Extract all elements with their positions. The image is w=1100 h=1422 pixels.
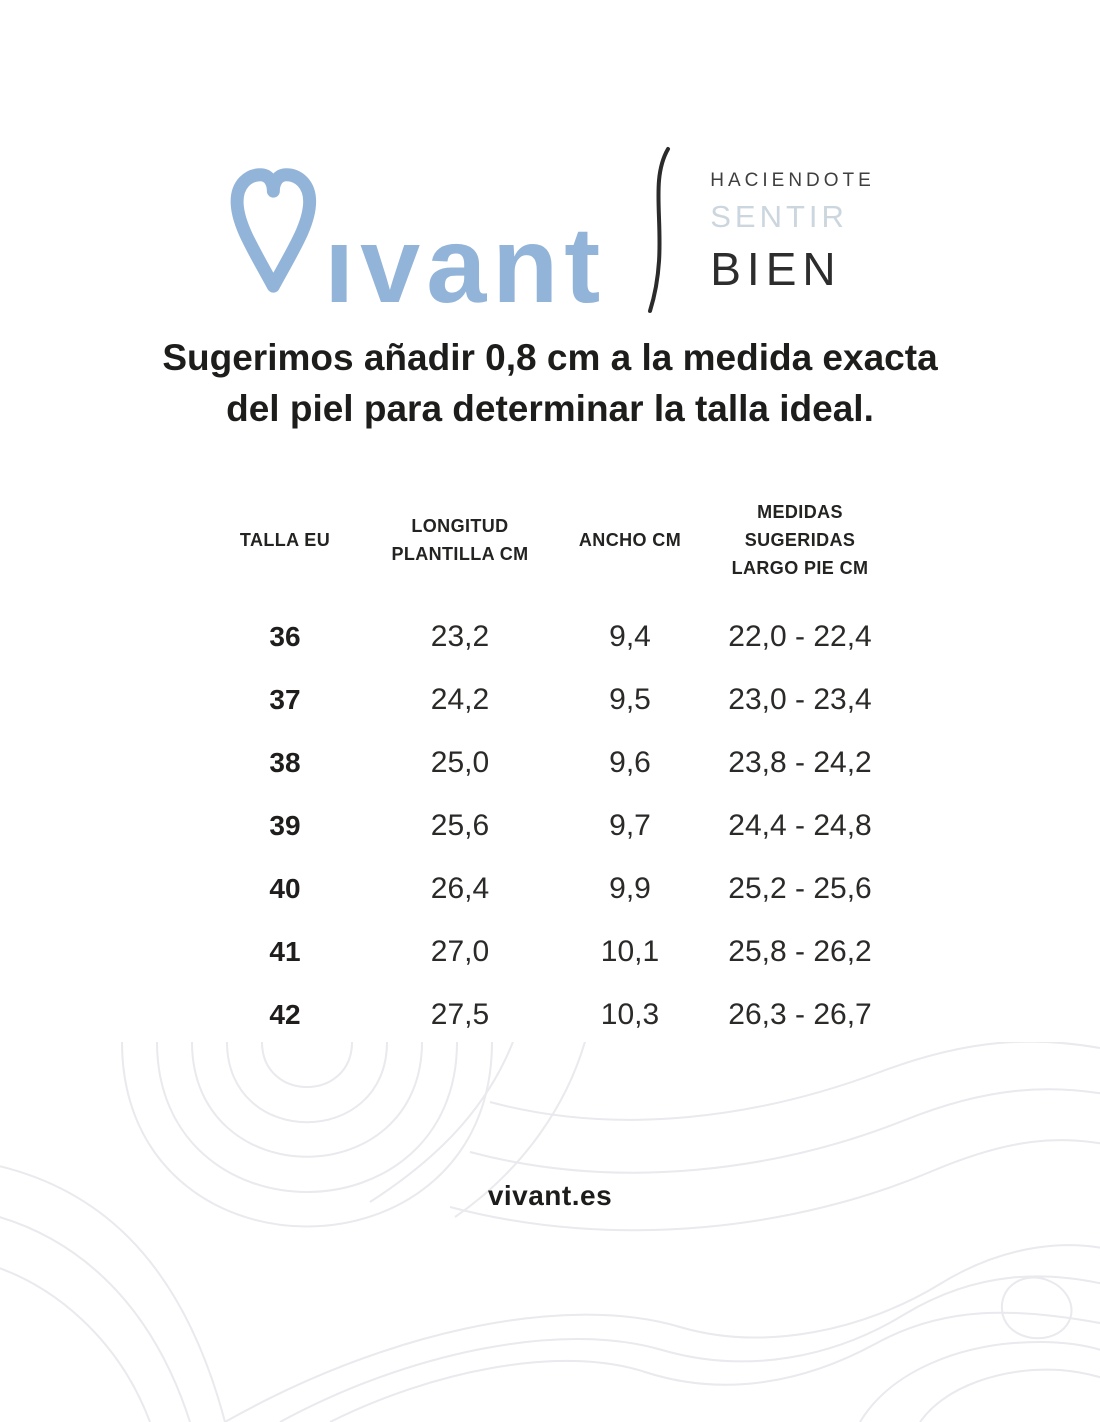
- cell-medidas: 26,3 - 26,7: [728, 997, 872, 1031]
- page-title-line-1: Sugerimos añadir 0,8 cm a la medida exac…: [162, 337, 938, 378]
- heart-v-icon: [230, 168, 317, 293]
- cell-longitud: 23,2: [430, 619, 490, 653]
- topographic-pattern-background: [0, 1042, 1100, 1422]
- cell-medidas: 22,0 - 22,4: [728, 619, 872, 653]
- brand-header: ıvant HACIENDOTE SENTIR BIEN: [0, 145, 1100, 319]
- cell-talla: 39: [269, 809, 301, 841]
- cell-talla: 36: [269, 620, 301, 652]
- brand-wordmark-text: ıvant: [324, 204, 607, 325]
- cell-longitud: 25,6: [430, 808, 490, 842]
- curved-divider-icon: [648, 147, 671, 313]
- brand-tagline: HACIENDOTE SENTIR BIEN: [710, 164, 875, 296]
- table-row: 38 25,0 9,6 23,8 - 24,2: [205, 731, 895, 794]
- cell-medidas: 25,8 - 26,2: [728, 934, 872, 968]
- page-title-line-2: del piel para determinar la talla ideal.: [226, 388, 874, 430]
- footer: vivant.es: [0, 1180, 1100, 1212]
- cell-medidas: 23,8 - 24,2: [728, 745, 872, 779]
- cell-ancho: 9,5: [609, 682, 651, 716]
- cell-longitud: 26,4: [430, 871, 490, 905]
- cell-ancho: 9,4: [609, 619, 651, 653]
- table-row: 40 26,4 9,9 25,2 - 25,6: [205, 857, 895, 920]
- size-table-body: 36 23,2 9,4 22,0 - 22,4 37 24,2 9,5 23,0…: [205, 605, 895, 1046]
- tagline-line-bien: BIEN: [710, 243, 842, 295]
- cell-ancho: 10,3: [600, 997, 660, 1031]
- cell-longitud: 24,2: [430, 682, 490, 716]
- tagline-line-sentir: SENTIR: [710, 199, 848, 234]
- cell-ancho: 9,9: [609, 871, 651, 905]
- cell-longitud: 27,0: [430, 934, 490, 968]
- size-table-header-row: TALLA EU LONGITUD PLANTILLA CM ANCHO CM …: [205, 495, 895, 587]
- tagline-line-haciendote: HACIENDOTE: [710, 170, 875, 191]
- cell-medidas: 25,2 - 25,6: [728, 871, 872, 905]
- vivant-logo: ıvant: [225, 155, 606, 319]
- cell-talla: 37: [269, 683, 301, 715]
- table-header-medidas: MEDIDAS SUGERIDAS LARGO PIE CM: [731, 502, 869, 578]
- table-header-longitud: LONGITUD PLANTILLA CM: [391, 516, 529, 564]
- cell-medidas: 23,0 - 23,4: [728, 682, 872, 716]
- cell-talla: 38: [269, 746, 301, 778]
- size-table: TALLA EU LONGITUD PLANTILLA CM ANCHO CM …: [205, 495, 895, 1046]
- cell-longitud: 25,0: [430, 745, 490, 779]
- page-title: Sugerimos añadir 0,8 cm a la medida exac…: [0, 332, 1100, 434]
- cell-talla: 42: [269, 998, 301, 1030]
- table-row: 37 24,2 9,5 23,0 - 23,4: [205, 668, 895, 731]
- cell-talla: 40: [269, 872, 301, 904]
- cell-ancho: 9,7: [609, 808, 651, 842]
- table-row: 41 27,0 10,1 25,8 - 26,2: [205, 920, 895, 983]
- website-text: vivant.es: [487, 1180, 613, 1211]
- table-header-ancho: ANCHO CM: [578, 530, 682, 551]
- cell-longitud: 27,5: [430, 997, 490, 1031]
- cell-talla: 41: [269, 935, 301, 967]
- cell-ancho: 9,6: [609, 745, 651, 779]
- cell-ancho: 10,1: [600, 934, 660, 968]
- table-row: 39 25,6 9,7 24,4 - 24,8: [205, 794, 895, 857]
- table-header-talla-eu: TALLA EU: [239, 530, 331, 551]
- table-row: 36 23,2 9,4 22,0 - 22,4: [205, 605, 895, 668]
- table-row: 42 27,5 10,3 26,3 - 26,7: [205, 983, 895, 1046]
- cell-medidas: 24,4 - 24,8: [728, 808, 872, 842]
